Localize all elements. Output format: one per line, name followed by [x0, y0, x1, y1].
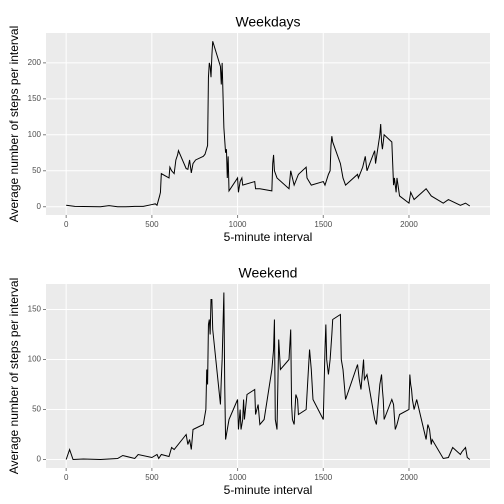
- x-tick-label: 500: [145, 473, 159, 482]
- x-tick-label: 500: [145, 220, 159, 229]
- y-tick-label: 50: [32, 405, 41, 414]
- y-tick-label: 150: [28, 94, 42, 103]
- chart-title: Weekdays: [235, 14, 300, 30]
- x-tick-label: 2000: [400, 473, 418, 482]
- data-line: [66, 41, 471, 208]
- x-tick-label: 1000: [229, 473, 247, 482]
- x-tick-label: 2000: [400, 220, 418, 229]
- y-tick-label: 200: [28, 58, 42, 67]
- data-line: [65, 292, 471, 461]
- x-tick-label: 1500: [314, 473, 332, 482]
- x-tick-label: 1000: [229, 220, 247, 229]
- x-axis-label: 5-minute interval: [224, 483, 313, 497]
- x-tick-label: 1500: [314, 220, 332, 229]
- panel-background: [46, 284, 490, 468]
- y-tick-label: 100: [28, 355, 42, 364]
- x-tick-label: 0: [64, 473, 69, 482]
- panel-background: [46, 33, 490, 215]
- y-axis-label: Average number of steps per interval: [7, 278, 21, 475]
- y-tick-label: 0: [37, 202, 42, 211]
- x-axis-label: 5-minute interval: [224, 230, 313, 244]
- x-tick-label: 0: [64, 220, 69, 229]
- y-tick-label: 150: [28, 305, 42, 314]
- y-tick-label: 0: [37, 455, 42, 464]
- y-tick-label: 50: [32, 166, 41, 175]
- y-tick-label: 100: [28, 130, 42, 139]
- y-axis-label: Average number of steps per interval: [7, 26, 21, 223]
- chart-title: Weekend: [239, 265, 298, 281]
